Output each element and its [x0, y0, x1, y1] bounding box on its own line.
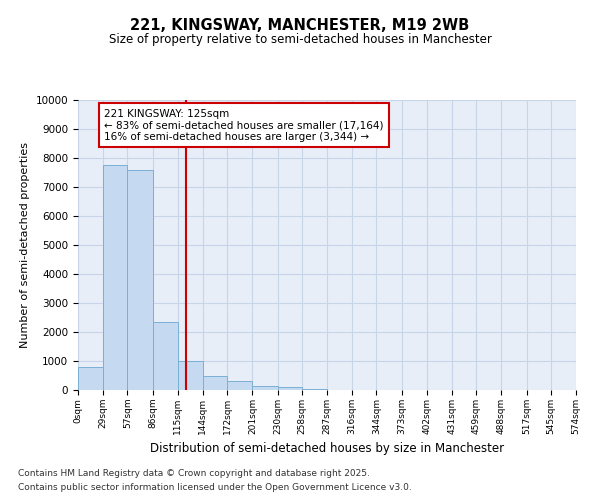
Bar	[253, 386, 278, 390]
Text: 221, KINGSWAY, MANCHESTER, M19 2WB: 221, KINGSWAY, MANCHESTER, M19 2WB	[130, 18, 470, 32]
Bar	[302, 388, 327, 390]
Bar	[178, 361, 203, 390]
Bar	[78, 367, 103, 390]
X-axis label: Distribution of semi-detached houses by size in Manchester: Distribution of semi-detached houses by …	[150, 442, 504, 456]
Bar	[127, 170, 152, 390]
Text: Size of property relative to semi-detached houses in Manchester: Size of property relative to semi-detach…	[109, 32, 491, 46]
Y-axis label: Number of semi-detached properties: Number of semi-detached properties	[20, 142, 30, 348]
Text: Contains HM Land Registry data © Crown copyright and database right 2025.: Contains HM Land Registry data © Crown c…	[18, 468, 370, 477]
Bar	[203, 376, 227, 390]
Bar	[152, 322, 178, 390]
Text: 221 KINGSWAY: 125sqm
← 83% of semi-detached houses are smaller (17,164)
16% of s: 221 KINGSWAY: 125sqm ← 83% of semi-detac…	[104, 108, 383, 142]
Text: Contains public sector information licensed under the Open Government Licence v3: Contains public sector information licen…	[18, 484, 412, 492]
Bar	[278, 387, 302, 390]
Bar	[227, 382, 253, 390]
Bar	[103, 165, 127, 390]
